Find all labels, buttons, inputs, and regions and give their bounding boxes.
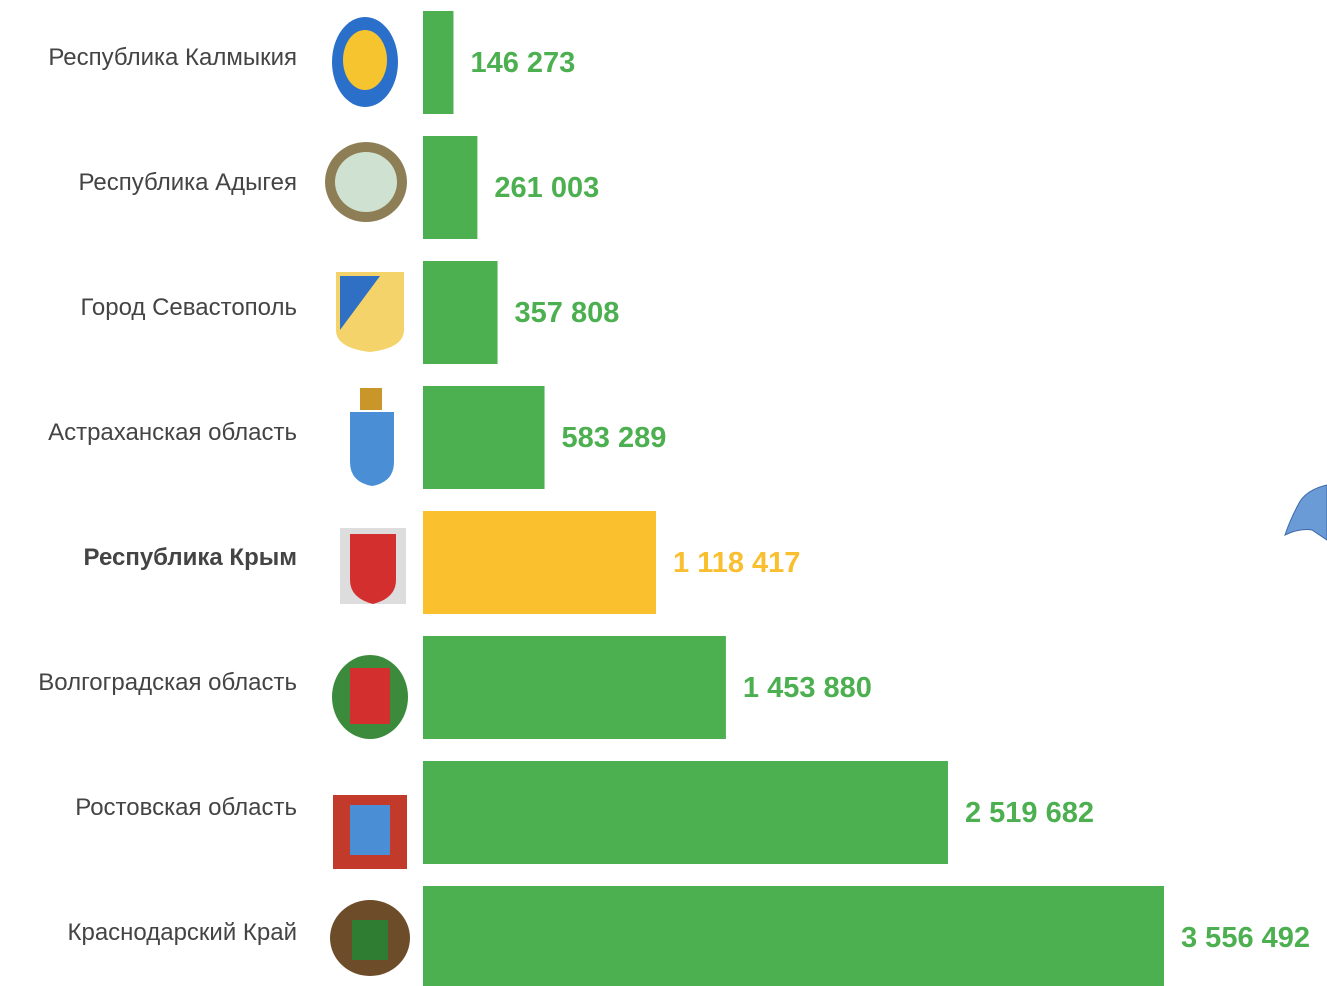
emblem <box>350 534 396 604</box>
emblem <box>350 805 390 855</box>
bar <box>423 11 454 114</box>
value-label: 583 289 <box>562 422 667 454</box>
bar <box>423 511 657 614</box>
value-label: 261 003 <box>494 172 599 204</box>
category-label: Ростовская область <box>75 794 297 821</box>
category-label: Город Севастополь <box>81 294 297 321</box>
category-label: Республика Крым <box>84 544 297 571</box>
category-label: Волгоградская область <box>38 669 297 696</box>
bar <box>423 636 726 739</box>
bar <box>423 261 498 364</box>
value-label: 357 808 <box>515 297 620 329</box>
emblems <box>325 17 410 976</box>
emblem <box>340 276 380 330</box>
value-label: 1 453 880 <box>743 672 872 704</box>
emblem <box>350 412 394 486</box>
bar <box>423 761 948 864</box>
value-label: 1 118 417 <box>673 547 800 579</box>
emblem <box>352 920 388 960</box>
value-label: 3 556 492 <box>1181 922 1310 954</box>
emblem <box>350 668 390 724</box>
bar <box>423 386 545 489</box>
category-label: Республика Калмыкия <box>48 44 297 71</box>
emblem <box>360 388 382 410</box>
value-label: 2 519 682 <box>965 797 1094 829</box>
map-fragment <box>1284 484 1327 541</box>
emblem <box>335 152 397 212</box>
bar <box>423 136 478 239</box>
category-label: Астраханская область <box>48 419 297 446</box>
category-label: Республика Адыгея <box>78 169 297 196</box>
emblem <box>343 30 387 90</box>
value-label: 146 273 <box>470 47 575 79</box>
bar <box>423 886 1164 986</box>
category-label: Краснодарский Край <box>67 919 297 946</box>
